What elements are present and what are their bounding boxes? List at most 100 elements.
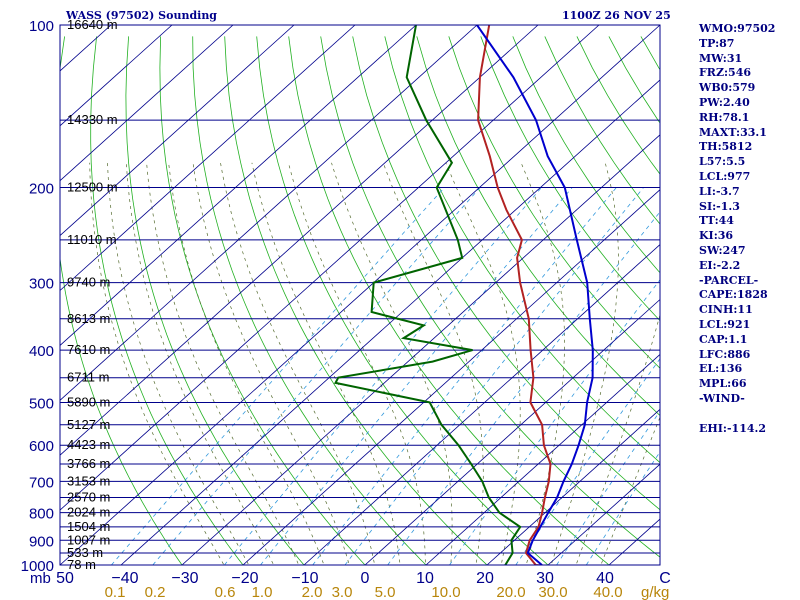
valid-time: 1100Z 26 NOV 25 xyxy=(562,9,671,22)
pressure-tick-label: 600 xyxy=(29,438,54,455)
moist-adiabat xyxy=(125,162,275,565)
height-label: 8613 m xyxy=(67,311,110,326)
isotherm xyxy=(364,298,660,565)
pressure-tick-label: 200 xyxy=(29,181,54,198)
height-label: 2570 m xyxy=(67,490,110,505)
dry-adiabat xyxy=(125,36,305,565)
moist-adiabat xyxy=(600,416,660,565)
moist-adiabat xyxy=(89,162,225,565)
mixing-ratio-label: 2.0 xyxy=(302,584,323,600)
height-label: 1504 m xyxy=(67,519,110,534)
temperature-tick-label: 10 xyxy=(416,570,434,587)
index-item: WMO:97502 xyxy=(699,22,776,35)
height-label: 1007 m xyxy=(67,532,110,547)
moist-adiabat xyxy=(575,313,660,565)
pressure-tick-label: 700 xyxy=(29,474,54,491)
dry-adiabat xyxy=(480,36,660,322)
pressure-tick-label: 500 xyxy=(29,395,54,412)
height-label: 16640 m xyxy=(67,17,118,32)
index-item: SW:247 xyxy=(699,243,746,257)
temperature-profile xyxy=(477,25,552,565)
index-item: LCL:921 xyxy=(699,317,751,331)
height-label: 3153 m xyxy=(67,473,110,488)
isotherm xyxy=(303,244,660,565)
moist-adiabat xyxy=(107,162,250,565)
temperature-tick-label: 20 xyxy=(476,570,494,587)
isotherm xyxy=(120,79,660,565)
height-label: 3766 m xyxy=(67,456,110,471)
index-item: PW:2.40 xyxy=(699,95,750,109)
moist-adiabat xyxy=(550,162,619,565)
index-item: CAPE:1828 xyxy=(699,288,768,302)
mixing-ratio-label: 0.2 xyxy=(145,584,166,600)
mixing-ratio-label: 30.0 xyxy=(538,584,567,600)
index-item: FRZ:546 xyxy=(699,66,752,80)
height-label: 7610 m xyxy=(67,342,110,357)
temperature-tick-label: C xyxy=(659,570,671,587)
isotherm xyxy=(60,25,356,292)
dry-adiabat xyxy=(320,36,660,558)
isotherm xyxy=(181,134,660,565)
height-label: 78 m xyxy=(67,557,96,572)
dry-adiabat xyxy=(416,36,660,417)
dry-adiabat xyxy=(384,36,660,464)
isotherm xyxy=(60,25,417,346)
moist-adiabat xyxy=(251,162,401,565)
moist-adiabat xyxy=(146,162,300,565)
mixing-ratio-label: 40.0 xyxy=(593,584,622,600)
mixing-ratio-line xyxy=(387,211,660,565)
index-item: MPL:66 xyxy=(699,377,747,391)
index-item: RH:78.1 xyxy=(699,110,750,124)
dewpoint-profile xyxy=(334,25,522,565)
pressure-tick-label: 900 xyxy=(29,533,54,550)
height-label: 12500 m xyxy=(67,180,118,195)
height-label: 9740 m xyxy=(67,275,110,290)
pressure-tick-label: 400 xyxy=(29,343,54,360)
moist-adiabat xyxy=(331,162,453,565)
isotherm xyxy=(60,25,600,511)
index-item: LFC:886 xyxy=(699,347,751,361)
temperature-tick-label: 40 xyxy=(596,570,614,587)
index-item: WB0:579 xyxy=(699,81,756,95)
height-label: 14330 m xyxy=(67,112,118,127)
pressure-tick-label: 100 xyxy=(29,18,54,35)
background-lines xyxy=(60,25,660,565)
pressure-tick-label: 1000 xyxy=(21,558,54,575)
index-item: -PARCEL- xyxy=(699,273,759,287)
index-item: L57:5.5 xyxy=(699,155,746,169)
isotherm xyxy=(60,25,478,401)
index-item: EL:136 xyxy=(699,362,743,376)
mixing-ratio-line xyxy=(312,187,617,565)
axis-labels: 16640 m 14330 m 12500 m 11010 m 9740 m 8613 m… xyxy=(21,17,671,600)
dry-adiabat xyxy=(448,36,660,369)
temperature-tick-label: 30 xyxy=(536,570,554,587)
dry-adiabat xyxy=(60,36,183,565)
moist-adiabat xyxy=(445,162,521,565)
mixing-ratio-line xyxy=(224,187,542,565)
sounding-indices-panel: WMO:97502 TP:87 MW:31 FRZ:546 WB0:579 PW:2.40… xyxy=(699,22,775,436)
isotherm xyxy=(547,463,660,565)
plot-frame xyxy=(59,24,661,566)
dry-adiabat xyxy=(90,36,244,565)
parcel-profile xyxy=(476,25,594,565)
isotherm xyxy=(486,408,660,565)
dry-adiabat xyxy=(224,36,488,565)
dry-adiabat xyxy=(192,36,427,565)
moist-adiabat xyxy=(382,162,484,565)
temperature-tick-label: 0 xyxy=(361,570,370,587)
mixing-ratio-label: 5.0 xyxy=(375,584,396,600)
moist-adiabat xyxy=(192,162,350,565)
temperature-tick-label: −10 xyxy=(291,570,318,587)
pressure-tick-label: 800 xyxy=(29,506,54,523)
isotherm xyxy=(60,25,234,182)
mixing-ratio-unit: g/kg xyxy=(641,584,669,600)
mixing-ratio-label: 1.0 xyxy=(252,584,273,600)
isotherm xyxy=(60,25,295,237)
mixing-ratio-line xyxy=(449,279,660,565)
isotherm xyxy=(60,25,539,456)
moist-adiabat xyxy=(288,162,426,565)
index-item: CAP:1.1 xyxy=(699,332,748,346)
temperature-tick-label: 50 xyxy=(56,570,74,587)
index-item: MAXT:33.1 xyxy=(699,125,767,139)
